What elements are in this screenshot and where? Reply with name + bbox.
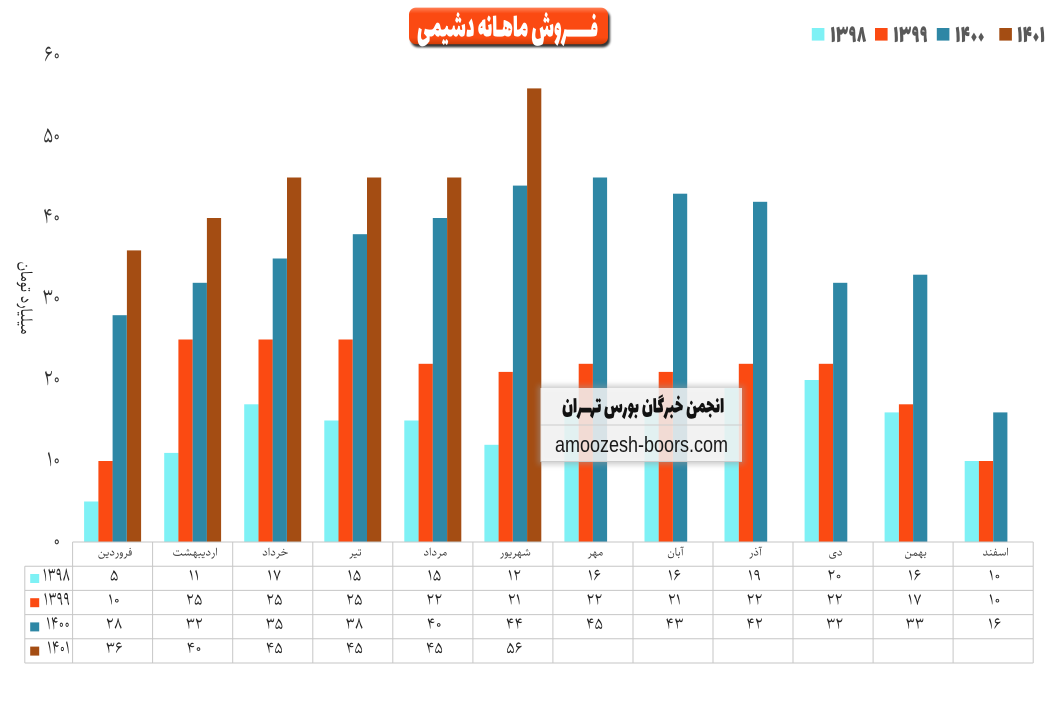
svg-text:amoozesh-boors.com: amoozesh-boors.com [555, 432, 728, 457]
